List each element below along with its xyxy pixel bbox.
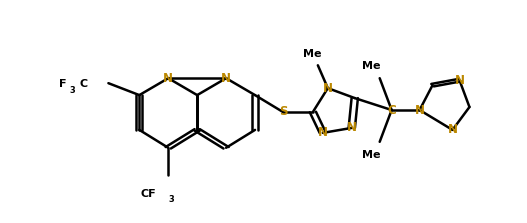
Text: C: C xyxy=(80,79,87,89)
Text: Me: Me xyxy=(363,61,381,71)
Text: N: N xyxy=(318,126,328,139)
Text: N: N xyxy=(163,72,173,85)
Text: C: C xyxy=(387,103,396,116)
Text: F: F xyxy=(59,79,66,89)
Text: N: N xyxy=(347,121,357,134)
Text: 3: 3 xyxy=(168,195,174,204)
Text: S: S xyxy=(279,105,287,118)
Text: N: N xyxy=(221,72,231,85)
Text: N: N xyxy=(323,82,333,95)
Text: N: N xyxy=(454,74,464,87)
Text: Me: Me xyxy=(302,49,321,59)
Text: N: N xyxy=(415,103,425,116)
Text: 3: 3 xyxy=(70,86,75,95)
Text: CF: CF xyxy=(141,190,156,200)
Text: N: N xyxy=(447,123,457,136)
Text: Me: Me xyxy=(363,150,381,160)
